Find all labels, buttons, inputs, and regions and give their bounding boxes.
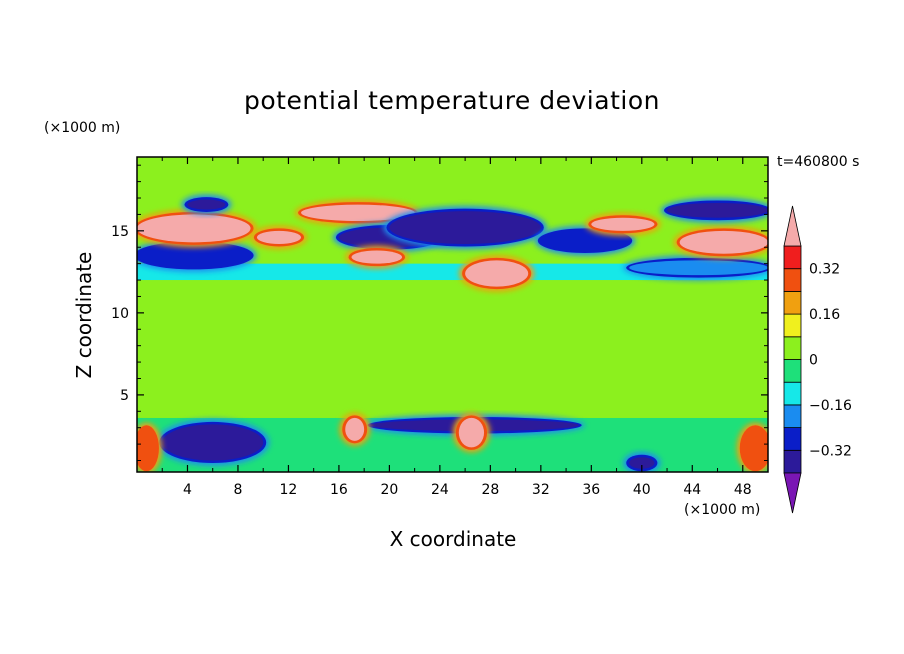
contour-core xyxy=(162,424,264,461)
colorbar-box xyxy=(783,336,802,360)
x-tick-label: 40 xyxy=(633,482,651,498)
contour-core xyxy=(629,457,655,469)
colorbar-box xyxy=(783,427,802,451)
x-tick-label: 24 xyxy=(431,482,449,498)
contour-core xyxy=(187,199,226,210)
colorbar-tick-label: 0 xyxy=(809,353,818,369)
x-tick-label: 28 xyxy=(481,482,499,498)
colorbar-top-arrow xyxy=(783,205,802,247)
x-tick-label: 32 xyxy=(532,482,550,498)
y-tick-label: 15 xyxy=(111,224,129,240)
colorbar-tick-label: 0.32 xyxy=(809,262,840,278)
contour-core xyxy=(540,230,630,251)
contour-core xyxy=(629,260,768,276)
colorbar-box xyxy=(783,381,802,406)
x-tick-label: 44 xyxy=(683,482,701,498)
x-axis-multiplier: (×1000 m) xyxy=(684,502,761,518)
x-tick-label: 4 xyxy=(183,482,192,498)
contour-core xyxy=(137,214,251,243)
time-label: t=460800 s xyxy=(777,154,860,170)
colorbar-box xyxy=(783,404,802,428)
y-tick-label: 10 xyxy=(111,306,129,322)
colorbar-box xyxy=(783,313,802,338)
colorbar-box xyxy=(783,245,802,270)
chart-title: potential temperature deviation xyxy=(244,86,660,115)
x-tick-label: 20 xyxy=(380,482,398,498)
field-band xyxy=(137,157,768,190)
x-tick-label: 12 xyxy=(280,482,298,498)
field-layer xyxy=(137,157,768,472)
contour-core xyxy=(256,230,302,244)
field-band xyxy=(137,263,768,281)
colorbar-tick-label: −0.16 xyxy=(809,398,852,414)
contour-core xyxy=(742,427,768,469)
x-axis-label: X coordinate xyxy=(389,527,517,551)
contour-core xyxy=(137,427,156,469)
colorbar-tick-label: −0.32 xyxy=(809,443,852,459)
colorbar-box xyxy=(783,449,802,474)
contour-core xyxy=(679,230,768,254)
colorbar-box xyxy=(783,268,802,292)
plot-frame xyxy=(136,156,769,473)
x-tick-label: 36 xyxy=(582,482,600,498)
colorbar: 0.32 0.16 0 −0.16 −0.32 xyxy=(783,205,852,514)
contour-core xyxy=(345,417,365,441)
x-tick-label: 8 xyxy=(233,482,242,498)
field-band xyxy=(137,280,768,418)
colorbar-tick-label: 0.16 xyxy=(809,307,840,323)
contour-core xyxy=(351,250,403,264)
y-tick-label: 5 xyxy=(120,388,129,404)
y-axis-multiplier: (×1000 m) xyxy=(44,120,121,136)
contour-core xyxy=(465,260,529,287)
colorbar-box xyxy=(783,290,802,315)
contour-core xyxy=(137,243,251,267)
colorbar-box xyxy=(783,359,802,383)
contour-core xyxy=(591,217,655,231)
x-tick-label: 48 xyxy=(734,482,752,498)
contour-core xyxy=(301,204,415,221)
contour-core xyxy=(389,211,541,244)
x-tick-label: 16 xyxy=(330,482,348,498)
colorbar-bottom-arrow xyxy=(783,472,802,514)
contour-core xyxy=(667,202,768,218)
contour-core xyxy=(458,417,485,448)
